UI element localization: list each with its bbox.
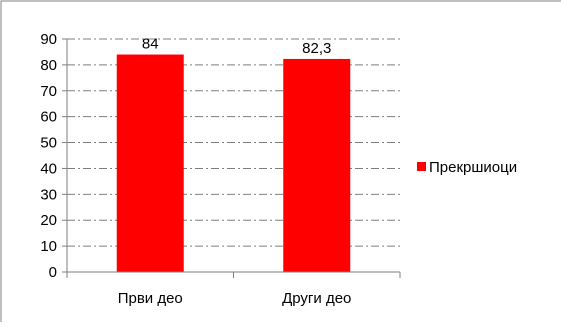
y-tick-label-90: 90 (40, 31, 57, 48)
category-label-1: Први део (118, 290, 183, 307)
y-tick-label-70: 70 (40, 83, 57, 100)
category-label-2: Други део (282, 290, 351, 307)
y-tick-label-80: 80 (40, 57, 57, 74)
y-tick-label-0: 0 (49, 264, 57, 281)
value-label-2: 82,3 (302, 40, 331, 57)
y-tick-label-10: 10 (40, 238, 57, 255)
y-tick-label-20: 20 (40, 212, 57, 229)
y-tick-label-60: 60 (40, 109, 57, 126)
legend: Прекршиоци (417, 159, 517, 176)
y-tick-label-30: 30 (40, 186, 57, 203)
bar-1 (116, 54, 184, 273)
value-label-1: 84 (142, 36, 159, 53)
y-tick-label-50: 50 (40, 135, 57, 152)
bars (116, 54, 351, 273)
axes (62, 38, 401, 278)
labels: 0 10 20 30 40 50 60 70 80 90 84 Први део 82,3 Други д… (40, 31, 351, 307)
bar-2 (283, 58, 351, 272)
legend-label-prekrshioci: Прекршиоци (429, 159, 517, 176)
legend-swatch-prekrshioci (417, 162, 426, 171)
y-tick-label-40: 40 (40, 160, 57, 177)
